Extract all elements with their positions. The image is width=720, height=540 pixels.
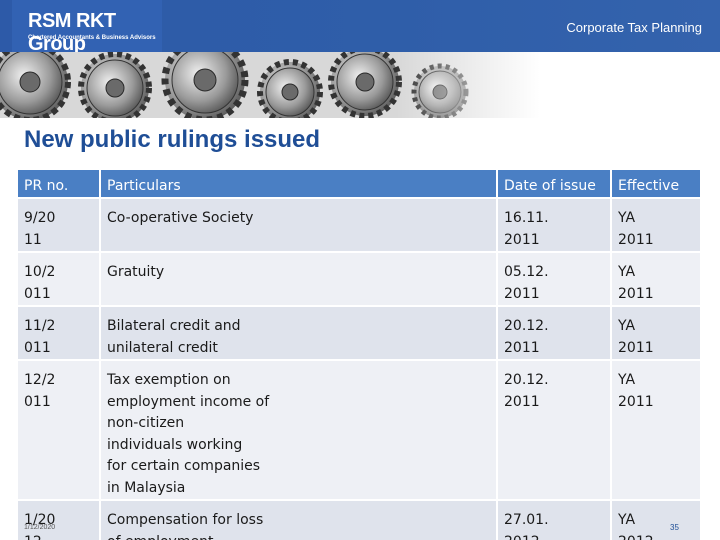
- header-bar: RSM RKT Group Chartered Accountants & Bu…: [0, 0, 720, 55]
- footer-date: 1/12/2020: [24, 524, 56, 531]
- presentation-title: Corporate Tax Planning: [566, 20, 702, 35]
- particulars-cell: Compensation for lossof employment: [100, 499, 498, 540]
- date-cell: 16.11. 2011: [497, 197, 612, 252]
- table-header-row: PR no. Particulars Date of issue Effecti…: [18, 170, 700, 198]
- pr-no-cell: 10/2 011: [18, 251, 101, 306]
- gears-banner-image: [0, 52, 720, 118]
- effective-cell: YA 2011: [611, 197, 700, 252]
- gears-icon: [0, 52, 720, 118]
- date-cell: 27.01.2012: [497, 499, 612, 540]
- effective-cell: YA2012: [611, 499, 700, 540]
- date-cell: 20.12. 2011: [497, 305, 612, 360]
- effective-cell: YA 2011: [611, 251, 700, 306]
- pr-no-cell: 11/2 011: [18, 305, 101, 360]
- column-header-particulars: Particulars: [100, 170, 498, 198]
- table-row: 11/2 011 Bilateral credit and unilateral c…: [18, 305, 700, 360]
- particulars-cell: Tax exemption on employment income of no…: [100, 359, 498, 500]
- pr-no-cell: 12/2 011: [18, 359, 101, 500]
- column-header-effective: Effective: [611, 170, 700, 198]
- logo-subtitle: Chartered Accountants & Business Advisor…: [28, 35, 156, 41]
- company-logo: RSM RKT Group Chartered Accountants & Bu…: [12, 0, 162, 55]
- particulars-cell: Gratuity: [100, 251, 498, 306]
- date-cell: 05.12. 2011: [497, 251, 612, 306]
- table-row: 10/2 011 Gratuity 05.12. 2011 YA 2011: [18, 251, 700, 306]
- column-header-pr-no: PR no.: [18, 170, 101, 198]
- date-cell: 20.12. 2011: [497, 359, 612, 500]
- column-header-date-of-issue: Date of issue: [497, 170, 612, 198]
- page-number: 35: [670, 523, 679, 532]
- table-row: 12/2 011 Tax exemption on employment inco…: [18, 359, 700, 500]
- logo-title: RSM RKT Group: [28, 10, 116, 55]
- effective-cell: YA 2011: [611, 359, 700, 500]
- table-row: 1/2012 Compensation for lossof employmen…: [18, 499, 700, 540]
- particulars-cell: Bilateral credit and unilateral credit: [100, 305, 498, 360]
- page-title: New public rulings issued: [24, 126, 321, 153]
- particulars-cell: Co-operative Society: [100, 197, 498, 252]
- table-row: 9/20 11 Co-operative Society 16.11. 2011 Y…: [18, 197, 700, 252]
- effective-cell: YA 2011: [611, 305, 700, 360]
- pr-no-cell: 1/2012: [18, 499, 101, 540]
- public-rulings-table: PR no. Particulars Date of issue Effecti…: [18, 170, 700, 540]
- pr-no-cell: 9/20 11: [18, 197, 101, 252]
